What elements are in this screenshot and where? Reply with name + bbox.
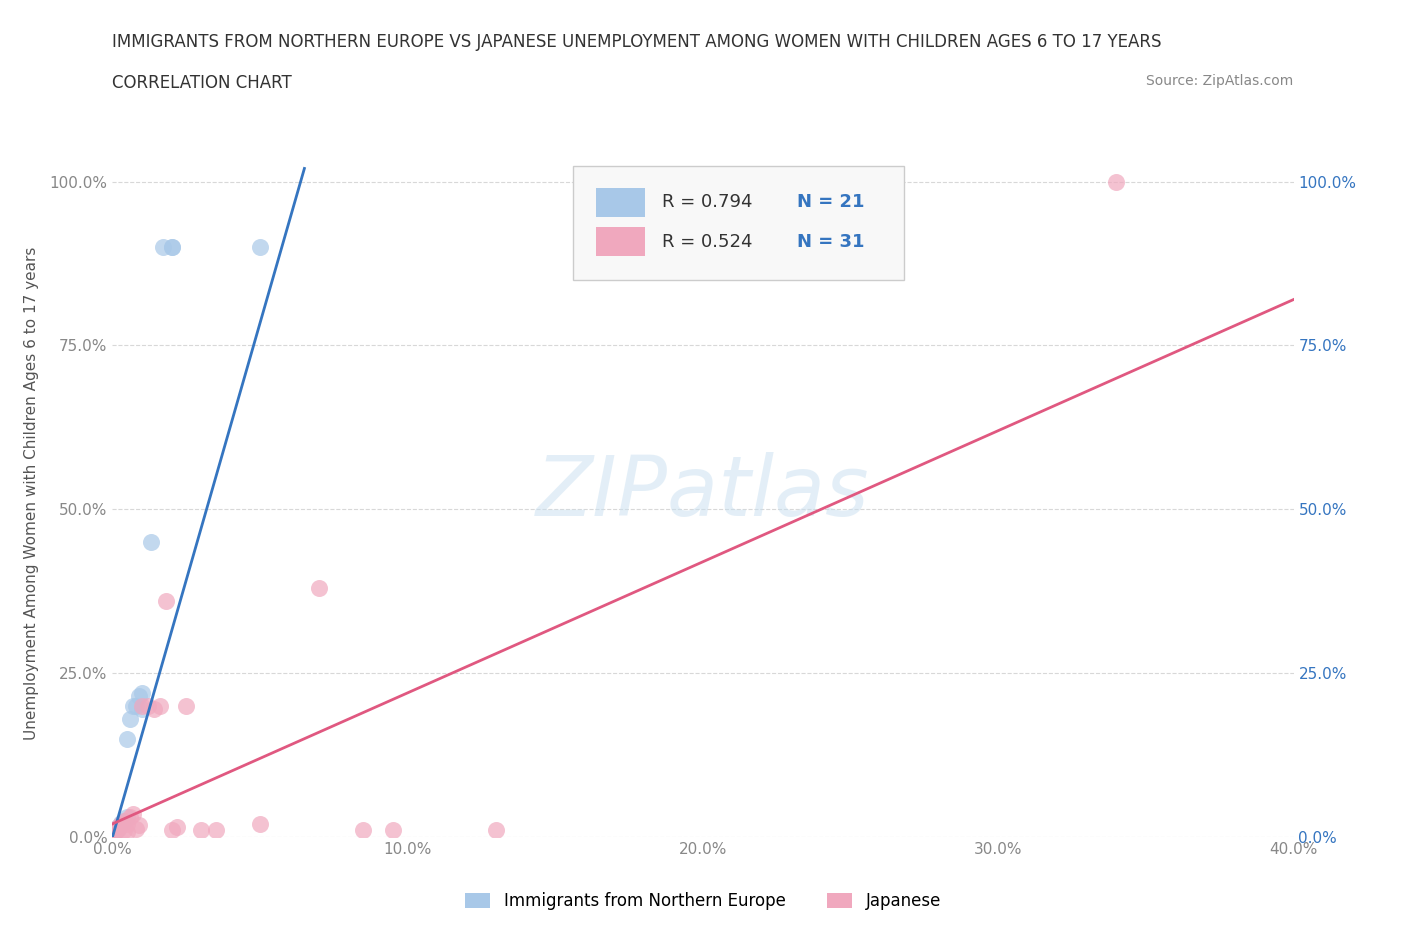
Point (107, 819, 129, 834)
Text: IMMIGRANTS FROM NORTHERN EUROPE VS JAPANESE UNEMPLOYMENT AMONG WOMEN WITH CHILDR: IMMIGRANTS FROM NORTHERN EUROPE VS JAPAN… (112, 33, 1161, 50)
Point (112, 813, 135, 828)
Point (125, 698, 148, 713)
Point (128, 688, 150, 703)
Point (112, 813, 135, 828)
Point (205, 823, 228, 838)
Text: ZIPatlas: ZIPatlas (536, 452, 870, 534)
Point (120, 810, 142, 825)
Point (117, 824, 138, 839)
Point (139, 535, 162, 550)
Text: R = 0.524: R = 0.524 (662, 232, 752, 251)
Point (160, 240, 183, 255)
Point (110, 815, 132, 830)
Point (122, 806, 145, 821)
Point (485, 823, 508, 838)
Point (128, 817, 150, 832)
Point (104, 823, 127, 838)
Point (174, 698, 197, 713)
Point (101, 826, 124, 841)
Point (107, 822, 129, 837)
Point (131, 702, 153, 717)
Point (107, 819, 129, 834)
Point (155, 593, 177, 608)
FancyBboxPatch shape (596, 188, 645, 217)
Text: R = 0.794: R = 0.794 (662, 193, 752, 211)
Point (136, 698, 159, 713)
Point (112, 823, 135, 838)
FancyBboxPatch shape (574, 166, 904, 280)
Point (107, 822, 129, 837)
Point (104, 824, 127, 839)
Point (131, 685, 153, 700)
Point (352, 823, 374, 838)
Point (166, 819, 188, 834)
Point (117, 817, 138, 831)
Point (122, 698, 145, 713)
Point (101, 826, 124, 841)
Point (117, 810, 138, 825)
Point (120, 711, 142, 726)
Point (1105, 174, 1128, 189)
Point (110, 817, 132, 831)
Point (308, 580, 330, 595)
Point (131, 698, 153, 713)
FancyBboxPatch shape (596, 227, 645, 256)
Text: CORRELATION CHART: CORRELATION CHART (112, 74, 292, 92)
Text: Source: ZipAtlas.com: Source: ZipAtlas.com (1146, 74, 1294, 88)
Point (382, 823, 405, 838)
Point (152, 240, 174, 255)
Point (117, 731, 138, 746)
Text: N = 31: N = 31 (797, 232, 865, 251)
Point (142, 702, 165, 717)
Point (249, 240, 271, 255)
Point (125, 822, 148, 837)
Point (149, 698, 172, 713)
Point (190, 823, 212, 838)
Point (104, 823, 127, 838)
Point (110, 817, 132, 831)
Y-axis label: Unemployment Among Women with Children Ages 6 to 17 years: Unemployment Among Women with Children A… (24, 246, 38, 739)
Point (104, 824, 127, 839)
Text: N = 21: N = 21 (797, 193, 865, 211)
Point (160, 823, 183, 838)
Point (249, 817, 271, 831)
Legend: Immigrants from Northern Europe, Japanese: Immigrants from Northern Europe, Japanes… (458, 885, 948, 917)
Point (110, 817, 132, 832)
Point (160, 240, 183, 255)
